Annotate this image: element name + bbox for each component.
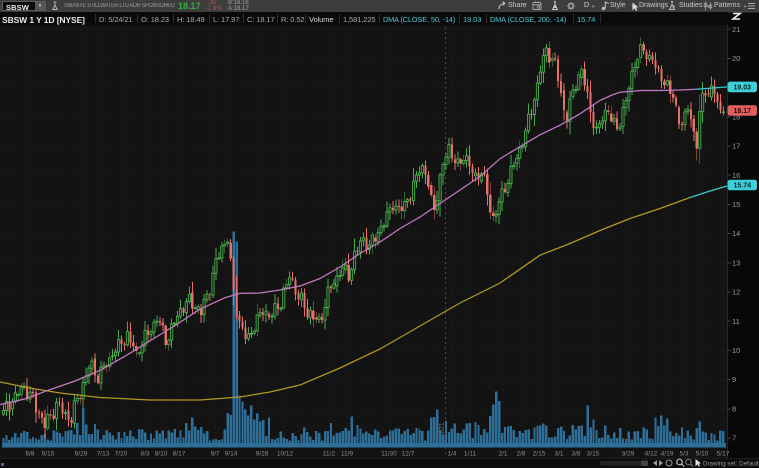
svg-text:5/10: 5/10 xyxy=(696,451,709,458)
svg-text:15: 15 xyxy=(732,200,740,209)
svg-text:17: 17 xyxy=(732,142,740,151)
svg-text:5/3: 5/3 xyxy=(679,451,688,458)
svg-text:12: 12 xyxy=(732,288,740,297)
svg-text:6/15: 6/15 xyxy=(42,451,55,458)
svg-text:1/11: 1/11 xyxy=(464,451,477,458)
svg-text:19.03: 19.03 xyxy=(734,85,752,92)
svg-text:7/20: 7/20 xyxy=(115,451,128,458)
svg-text:9: 9 xyxy=(732,375,736,384)
svg-text:3/8: 3/8 xyxy=(571,451,580,458)
svg-text:20: 20 xyxy=(732,54,740,63)
svg-text:4/19: 4/19 xyxy=(661,451,674,458)
svg-text:11/2: 11/2 xyxy=(323,451,336,458)
svg-text:3/29: 3/29 xyxy=(622,451,635,458)
svg-text:9/28: 9/28 xyxy=(256,451,269,458)
svg-text:Drawing set: Default: Drawing set: Default xyxy=(703,460,759,467)
svg-text:9/7: 9/7 xyxy=(210,451,219,458)
svg-text:4/12: 4/12 xyxy=(645,451,658,458)
svg-text:2/15: 2/15 xyxy=(533,451,546,458)
svg-text:11/30: 11/30 xyxy=(381,451,397,458)
svg-text:6/8: 6/8 xyxy=(25,451,34,458)
svg-text:3/1: 3/1 xyxy=(554,451,563,458)
svg-text:9/14: 9/14 xyxy=(225,451,238,458)
svg-text:8: 8 xyxy=(732,404,736,413)
svg-text:8/3: 8/3 xyxy=(140,451,149,458)
svg-text:13: 13 xyxy=(732,258,740,267)
svg-text:11: 11 xyxy=(732,317,740,326)
svg-text:18.17: 18.17 xyxy=(734,108,752,115)
svg-text:7/13: 7/13 xyxy=(97,451,110,458)
svg-text:21: 21 xyxy=(732,25,740,34)
svg-text:1/4: 1/4 xyxy=(447,451,456,458)
svg-text:18: 18 xyxy=(732,112,740,121)
svg-text:11/9: 11/9 xyxy=(341,451,354,458)
svg-text:8/17: 8/17 xyxy=(173,451,186,458)
svg-text:3/15: 3/15 xyxy=(587,451,600,458)
svg-text:16: 16 xyxy=(732,171,740,180)
svg-text:1/1/21: 1/1/21 xyxy=(439,422,446,440)
svg-text:2/1: 2/1 xyxy=(498,451,507,458)
svg-text:14: 14 xyxy=(732,229,740,238)
svg-text:6/29: 6/29 xyxy=(75,451,88,458)
svg-text:7: 7 xyxy=(732,434,736,443)
svg-text:2/8: 2/8 xyxy=(516,451,525,458)
svg-text:12/7: 12/7 xyxy=(402,451,415,458)
svg-text:5/17: 5/17 xyxy=(717,451,730,458)
svg-text:10: 10 xyxy=(732,346,740,355)
svg-text:8/10: 8/10 xyxy=(155,451,168,458)
svg-text:15.74: 15.74 xyxy=(734,183,752,190)
svg-text:10/12: 10/12 xyxy=(277,451,294,458)
